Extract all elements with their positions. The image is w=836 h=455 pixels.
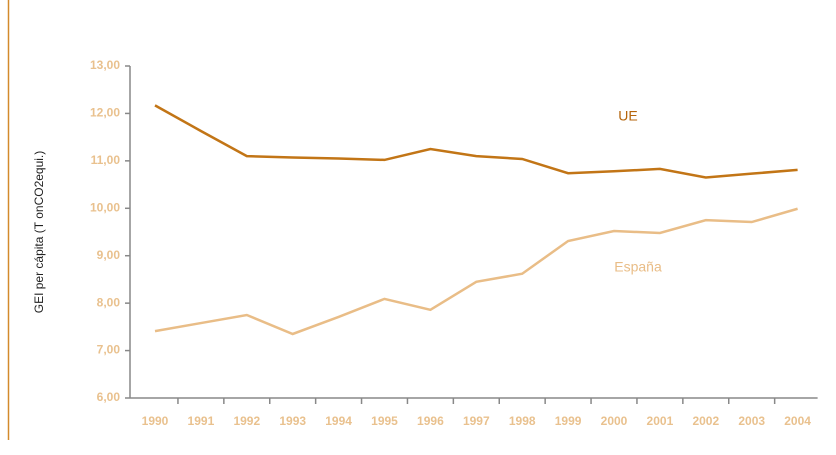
x-tick-label: 1991 [188,414,215,428]
x-tick-label: 2004 [784,414,811,428]
x-tick-label: 1998 [509,414,536,428]
y-tick-label: 8,00 [97,295,121,309]
y-tick-label: 11,00 [91,153,121,167]
x-tick-label: 1995 [371,414,398,428]
x-tick-label: 1994 [325,414,352,428]
x-tick-label: 2002 [692,414,719,428]
y-tick-label: 12,00 [90,106,120,120]
x-tick-label: 2003 [738,414,765,428]
series-label: UE [618,108,637,124]
y-tick-label: 13,00 [90,58,120,72]
x-tick-label: 2001 [647,414,674,428]
series-line [154,207,798,336]
x-tick-label: 1993 [279,414,306,428]
y-tick-label: 9,00 [97,248,121,262]
y-tick-label: 6,00 [97,390,121,404]
x-tick-label: 1992 [233,414,260,428]
x-tick-label: 1996 [417,414,444,428]
series-line [154,104,798,179]
x-tick-label: 1999 [555,414,582,428]
x-tick-label: 2000 [601,414,628,428]
y-axis-label: GEI per cápita (T onCO2equi.) [32,151,46,314]
series-label: España [614,259,662,275]
x-tick-label: 1990 [142,414,169,428]
x-tick-label: 1997 [463,414,490,428]
y-tick-label: 7,00 [97,343,121,357]
y-tick-label: 10,00 [90,200,120,214]
